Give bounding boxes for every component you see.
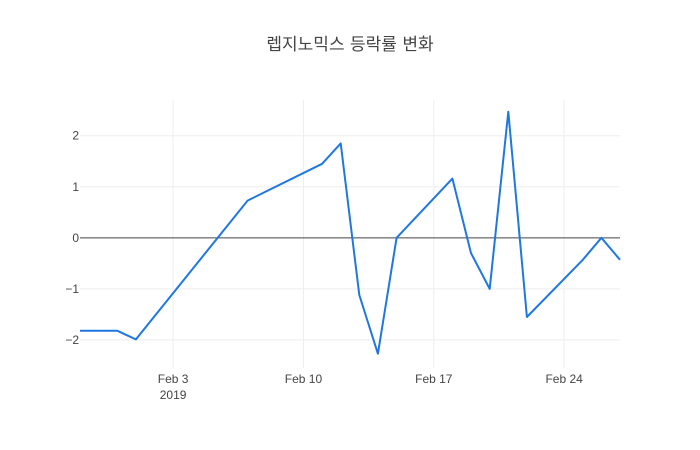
data-point[interactable] xyxy=(449,176,455,182)
data-point[interactable] xyxy=(77,328,83,334)
y-tick-label: 0 xyxy=(72,231,79,245)
y-tick-label: 2 xyxy=(72,129,79,143)
data-point[interactable] xyxy=(487,286,493,292)
data-point[interactable] xyxy=(133,336,139,342)
y-tick-label: −1 xyxy=(65,282,79,296)
axis-layer: Feb 3 2019 Feb 10 Feb 17 Feb 24 2 1 0 −1 −2 xyxy=(65,129,583,402)
data-point[interactable] xyxy=(338,140,344,146)
x-tick-label: Feb 3 xyxy=(158,372,189,386)
data-point[interactable] xyxy=(394,235,400,241)
series-line xyxy=(80,110,621,355)
data-point[interactable] xyxy=(375,351,381,357)
data-point[interactable] xyxy=(263,188,269,194)
y-tick-label: −2 xyxy=(65,333,79,347)
data-point[interactable] xyxy=(114,328,120,334)
x-tick-label: Feb 24 xyxy=(545,372,583,386)
y-tick-label: 1 xyxy=(72,180,79,194)
x-tick-label: Feb 10 xyxy=(285,372,323,386)
grid-layer xyxy=(80,100,620,368)
data-point[interactable] xyxy=(505,109,511,115)
series-layer xyxy=(77,109,623,357)
data-point[interactable] xyxy=(356,292,362,298)
data-point[interactable] xyxy=(524,314,530,320)
data-point[interactable] xyxy=(617,257,623,263)
chart-title: 렙지노믹스 등락률 변화 xyxy=(266,35,434,55)
data-point[interactable] xyxy=(580,257,586,263)
data-point[interactable] xyxy=(245,198,251,204)
x-tick-label: Feb 17 xyxy=(415,372,453,386)
data-point[interactable] xyxy=(468,250,474,256)
x-tick-sublabel: 2019 xyxy=(160,388,187,402)
data-point[interactable] xyxy=(319,161,325,167)
data-point[interactable] xyxy=(598,235,604,241)
